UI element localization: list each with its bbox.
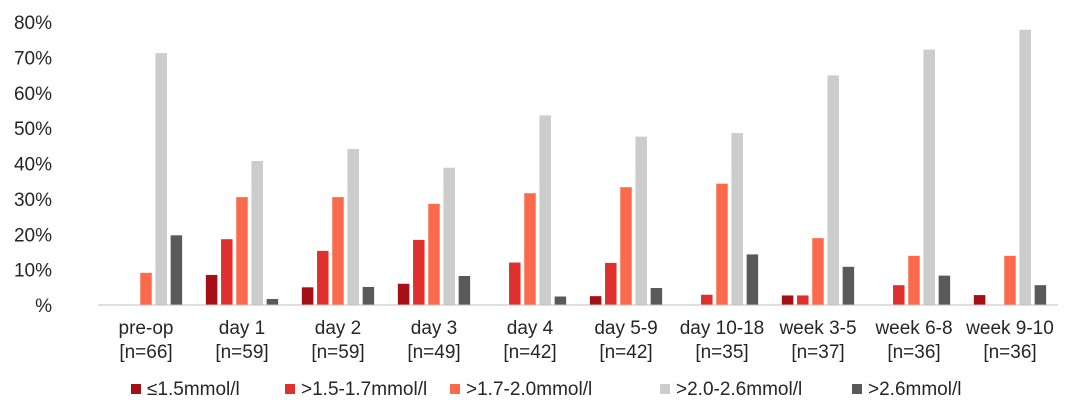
x-tick-label: [n=35] xyxy=(695,342,748,363)
bar xyxy=(397,283,410,305)
bar xyxy=(589,296,602,305)
legend: ≤1.5mmol/l >1.5-1.7mmol/l >1.7-2.0mmol/l >2… xyxy=(131,379,961,400)
bar xyxy=(731,133,743,305)
y-tick-label: 20% xyxy=(14,225,52,246)
bar xyxy=(827,75,839,305)
bar xyxy=(524,193,536,305)
x-tick-label: day 2 xyxy=(315,318,361,339)
y-tick-label: 70% xyxy=(14,48,52,69)
legend-swatch xyxy=(450,384,460,394)
bar xyxy=(635,136,647,305)
y-tick-label: 10% xyxy=(14,261,52,282)
x-tick-label: week 6-8 xyxy=(874,318,952,339)
bar xyxy=(170,235,183,305)
legend-label: >1.5-1.7mmol/l xyxy=(301,379,427,400)
y-tick-label: 60% xyxy=(14,84,52,105)
bar xyxy=(812,238,824,305)
x-tick-label: day 3 xyxy=(411,318,457,339)
bar xyxy=(938,275,951,305)
bar xyxy=(605,262,617,305)
bar xyxy=(701,294,713,305)
x-tick-label: [n=37] xyxy=(791,342,844,363)
bar xyxy=(251,161,263,305)
bar xyxy=(347,148,359,305)
x-tick-label: day 10-18 xyxy=(680,318,765,339)
x-tick-label: week 9-10 xyxy=(965,318,1054,339)
legend-label: >1.7-2.0mmol/l xyxy=(466,379,592,400)
x-tick-label: [n=59] xyxy=(215,342,268,363)
legend-swatch xyxy=(660,384,670,394)
x-tick-label: day 5-9 xyxy=(594,318,657,339)
bar xyxy=(539,115,551,305)
bar xyxy=(620,187,632,305)
bar xyxy=(317,250,329,305)
bar xyxy=(1034,285,1047,305)
bar xyxy=(650,288,663,305)
x-axis-labels: pre-op [n=66] day 1 [n=59] day 2 [n=59] day 3 [… xyxy=(119,318,1054,363)
legend-swatch xyxy=(285,384,295,394)
x-tick-label: [n=49] xyxy=(407,342,460,363)
bar xyxy=(236,197,248,305)
y-tick-label: 80% xyxy=(14,13,52,34)
bar xyxy=(973,295,986,305)
bar xyxy=(155,53,167,305)
bar xyxy=(205,274,218,305)
legend-label: >2.0-2.6mmol/l xyxy=(676,379,802,400)
x-tick-label: [n=66] xyxy=(119,342,172,363)
bar xyxy=(893,285,905,305)
bar xyxy=(140,272,152,305)
bar xyxy=(266,298,279,305)
y-tick-label: % xyxy=(35,296,52,317)
bar xyxy=(443,167,455,305)
x-tick-label: [n=59] xyxy=(311,342,364,363)
bar xyxy=(923,49,935,305)
bar xyxy=(908,255,920,305)
legend-label: >2.6mmol/l xyxy=(868,379,961,400)
bar xyxy=(301,287,314,305)
bar xyxy=(428,203,440,305)
x-tick-label: [n=42] xyxy=(599,342,652,363)
bar xyxy=(554,296,567,305)
bar xyxy=(458,275,471,305)
bar xyxy=(746,254,759,305)
bar xyxy=(413,239,425,305)
x-tick-label: week 3-5 xyxy=(778,318,856,339)
bar xyxy=(716,183,728,305)
bar xyxy=(781,295,794,305)
y-tick-label: 30% xyxy=(14,190,52,211)
x-tick-label: pre-op xyxy=(119,318,174,339)
bar xyxy=(362,286,375,305)
legend-label: ≤1.5mmol/l xyxy=(147,379,240,400)
x-tick-label: [n=36] xyxy=(983,342,1036,363)
bar xyxy=(1019,29,1031,305)
bar xyxy=(509,262,521,305)
bars xyxy=(140,29,1047,305)
bar xyxy=(842,266,855,305)
bar xyxy=(332,197,344,305)
x-tick-label: [n=36] xyxy=(887,342,940,363)
x-tick-label: day 4 xyxy=(507,318,554,339)
legend-swatch xyxy=(852,384,862,394)
y-tick-label: 40% xyxy=(14,155,52,176)
bar xyxy=(1004,255,1016,305)
x-tick-label: [n=42] xyxy=(503,342,556,363)
y-tick-label: 50% xyxy=(14,119,52,140)
x-tick-label: day 1 xyxy=(219,318,265,339)
y-axis: % 10% 20% 30% 40% 50% 60% 70% 80% xyxy=(14,13,52,317)
legend-swatch xyxy=(131,384,141,394)
bar xyxy=(797,295,809,305)
bar xyxy=(221,239,233,305)
